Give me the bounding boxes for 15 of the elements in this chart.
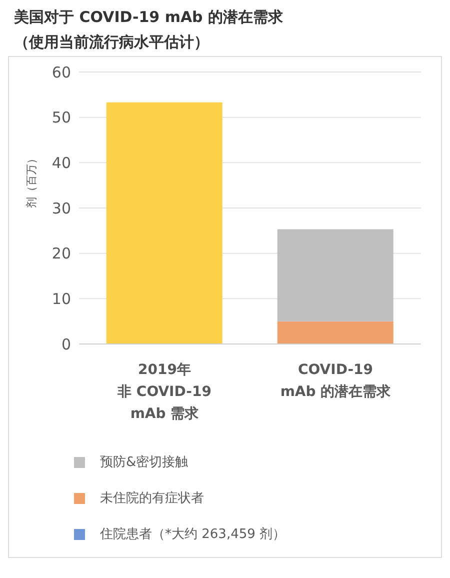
legend-label: 未住院的有症状者 [100,490,204,507]
y-tick-label: 60 [52,63,71,82]
y-tick-label: 20 [52,244,71,263]
y-tick-label: 10 [52,290,71,308]
y-axis-title: 剂（百万） [24,153,38,208]
x-tick-label: 2019年非 COVID-19 mAb 需求 [116,362,212,422]
legend-label: 住院患者（*大约 263,459 剂） [100,526,286,543]
chart-subtitle: （使用当前流行病水平估计） [14,33,210,52]
chart-title: 美国对于 COVID-19 mAb 的潜在需求 [14,8,284,27]
y-tick-label: 50 [52,108,71,127]
y-tick-label: 0 [61,335,71,354]
x-tick-label: COVID-19 mAb 的潜在需求 [280,362,392,400]
y-tick-label: 30 [52,199,71,218]
legend-label: 预防&密切接触 [100,454,188,471]
y-tick-label: 40 [52,154,71,172]
